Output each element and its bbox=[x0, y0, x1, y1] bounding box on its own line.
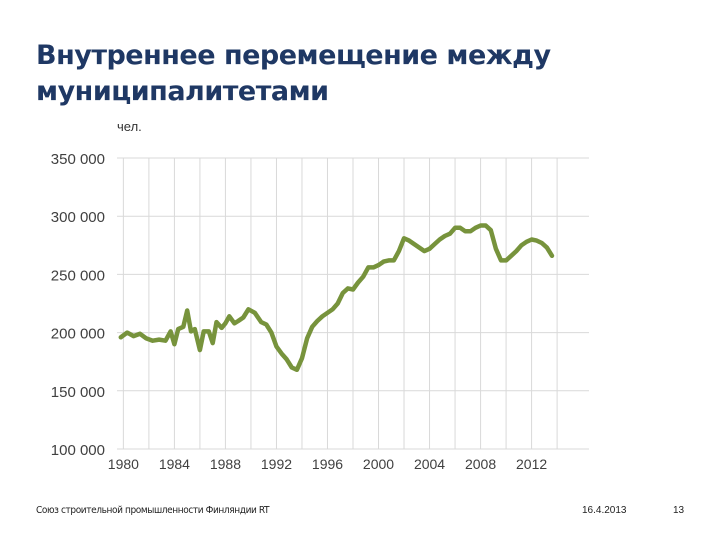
x-tick-label: 2012 bbox=[516, 456, 547, 472]
x-tick-label: 1984 bbox=[159, 456, 190, 472]
x-tick-label: 2004 bbox=[414, 456, 445, 472]
x-tick-label: 1996 bbox=[312, 456, 343, 472]
y-axis-unit-label: чел. bbox=[117, 119, 142, 134]
x-tick-label: 1988 bbox=[210, 456, 241, 472]
series-line bbox=[118, 223, 555, 373]
footer-organization: Союз строительной промышленности Финлянд… bbox=[36, 505, 270, 516]
x-tick-label: 2008 bbox=[465, 456, 496, 472]
y-tick-label: 200 000 bbox=[51, 326, 105, 343]
y-tick-label: 100 000 bbox=[51, 442, 105, 459]
footer-date: 16.4.2013 bbox=[582, 505, 627, 516]
page-number: 13 bbox=[673, 505, 685, 516]
y-tick-label: 150 000 bbox=[51, 384, 105, 401]
x-tick-label: 2000 bbox=[363, 456, 394, 472]
y-tick-label: 350 000 bbox=[51, 151, 105, 168]
page-title: Внутреннее перемещение между муниципалит… bbox=[36, 38, 676, 110]
title-line-2: муниципалитетами bbox=[36, 76, 329, 107]
title-line-1: Внутреннее перемещение между bbox=[36, 40, 551, 71]
y-tick-label: 250 000 bbox=[51, 267, 105, 284]
y-tick-label: 300 000 bbox=[51, 209, 105, 226]
x-tick-label: 1992 bbox=[261, 456, 292, 472]
x-tick-label: 1980 bbox=[108, 456, 139, 472]
